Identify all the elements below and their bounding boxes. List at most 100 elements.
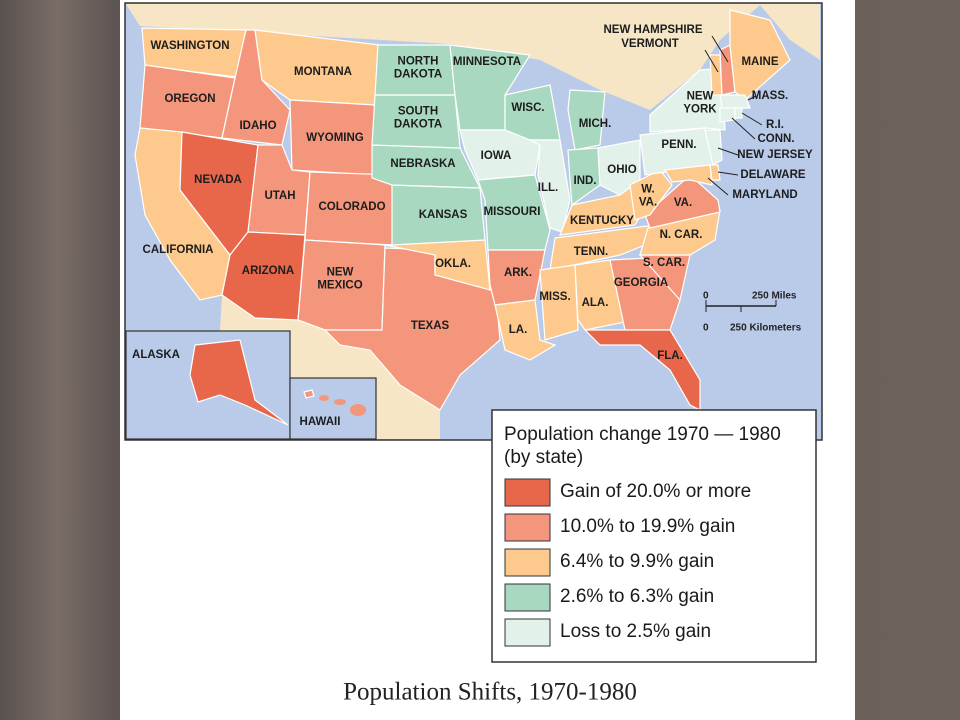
state-label: COLORADO bbox=[318, 201, 385, 213]
state-label: NEW bbox=[327, 267, 354, 279]
state-label: CONN. bbox=[757, 133, 794, 145]
state bbox=[649, 67, 726, 133]
scale-label: 0 bbox=[703, 323, 709, 334]
island bbox=[334, 399, 346, 405]
legend: Population change 1970 — 1980 (by state)… bbox=[491, 409, 817, 663]
state-label: ALA. bbox=[582, 297, 609, 309]
state-label: MINNESOTA bbox=[453, 56, 521, 68]
state-label: NEW HAMPSHIRE bbox=[603, 24, 702, 36]
state bbox=[141, 27, 251, 79]
state-label: ALASKA bbox=[132, 349, 180, 361]
state-label: ARK. bbox=[504, 267, 532, 279]
state-label: DELAWARE bbox=[740, 169, 806, 181]
state-label: OHIO bbox=[607, 164, 636, 176]
state-label: VA. bbox=[674, 197, 692, 209]
state-label: IND. bbox=[574, 175, 597, 187]
scale-label: 250 Kilometers bbox=[730, 323, 802, 334]
scale-bar: 0 250 Miles 0 250 Kilometers bbox=[703, 291, 802, 334]
state-label: DAKOTA bbox=[394, 69, 442, 81]
state-label: ARIZONA bbox=[242, 265, 294, 277]
states bbox=[134, 9, 791, 426]
state-label: CALIFORNIA bbox=[143, 244, 214, 256]
legend-label: Loss to 2.5% gain bbox=[560, 621, 711, 642]
state-label: MISSOURI bbox=[484, 206, 541, 218]
legend-swatch bbox=[504, 513, 551, 542]
state bbox=[719, 107, 736, 123]
legend-subtitle: (by state) bbox=[504, 447, 583, 468]
state-label: VERMONT bbox=[621, 38, 679, 50]
state-label: MEXICO bbox=[317, 280, 362, 292]
state-label: WISC. bbox=[511, 102, 544, 114]
state-label: S. CAR. bbox=[643, 257, 685, 269]
legend-title: Population change 1970 — 1980 bbox=[504, 424, 781, 445]
state-label: OREGON bbox=[164, 93, 215, 105]
state bbox=[664, 164, 713, 186]
legend-label: 2.6% to 6.3% gain bbox=[560, 586, 714, 607]
leader-line bbox=[704, 49, 719, 73]
state-label: MASS. bbox=[752, 90, 788, 102]
state bbox=[529, 139, 571, 233]
state-label: SOUTH bbox=[398, 106, 438, 118]
caption: Population Shifts, 1970-1980 bbox=[343, 679, 637, 706]
state-label: NEBRASKA bbox=[390, 158, 455, 170]
state bbox=[734, 107, 743, 119]
legend-swatch bbox=[504, 478, 551, 507]
state-label: MISS. bbox=[539, 291, 570, 303]
state-label: MONTANA bbox=[294, 66, 352, 78]
legend-label: 10.0% to 19.9% gain bbox=[560, 516, 735, 537]
state-label: MARYLAND bbox=[732, 189, 797, 201]
legend-label: 6.4% to 9.9% gain bbox=[560, 551, 714, 572]
state-label: KENTUCKY bbox=[570, 215, 634, 227]
legend-items: Gain of 20.0% or more 10.0% to 19.9% gain… bbox=[504, 478, 751, 647]
state-label: NEW bbox=[687, 91, 714, 103]
state bbox=[644, 174, 721, 229]
state-label: N. CAR. bbox=[660, 229, 703, 241]
state-label: IOWA bbox=[481, 150, 512, 162]
state-label: YORK bbox=[683, 104, 717, 116]
state bbox=[539, 264, 579, 341]
state-label: MICH. bbox=[579, 118, 612, 130]
leader-line bbox=[717, 147, 739, 156]
state-label: TEXAS bbox=[411, 320, 450, 332]
state bbox=[303, 389, 315, 399]
legend-swatch bbox=[504, 548, 551, 577]
state-label: GEORGIA bbox=[614, 277, 668, 289]
leader-line bbox=[711, 35, 729, 63]
state-label: WASHINGTON bbox=[150, 40, 229, 52]
leader-line bbox=[731, 117, 756, 140]
state bbox=[609, 257, 681, 331]
state-label: HAWAII bbox=[300, 416, 341, 428]
state bbox=[704, 129, 723, 166]
state-label: WYOMING bbox=[306, 132, 364, 144]
state-label: NORTH bbox=[398, 56, 439, 68]
island bbox=[350, 404, 366, 416]
state-label: MAINE bbox=[741, 56, 778, 68]
state-label: OKLA. bbox=[435, 258, 471, 270]
state bbox=[574, 259, 626, 331]
state-label: KANSAS bbox=[419, 209, 468, 221]
legend-swatch bbox=[504, 618, 551, 647]
state-label: NEVADA bbox=[194, 174, 242, 186]
scale-label: 250 Miles bbox=[752, 291, 797, 302]
state bbox=[494, 299, 557, 361]
state-label: DAKOTA bbox=[394, 119, 442, 131]
state-label: ILL. bbox=[538, 182, 558, 194]
state-label: NEW JERSEY bbox=[737, 149, 813, 161]
state-label: TENN. bbox=[574, 246, 609, 258]
state-label: IDAHO bbox=[239, 120, 276, 132]
state-label: UTAH bbox=[264, 190, 295, 202]
leader-line bbox=[707, 177, 729, 196]
leader-line bbox=[747, 95, 757, 101]
island bbox=[319, 395, 329, 401]
canada bbox=[126, 4, 820, 110]
state-label: W. bbox=[641, 184, 654, 196]
state bbox=[583, 329, 701, 411]
leader-line bbox=[741, 112, 763, 126]
state bbox=[719, 94, 751, 109]
state-label: PENN. bbox=[661, 139, 696, 151]
state bbox=[567, 89, 606, 151]
legend-swatch bbox=[504, 583, 551, 612]
scale-label: 0 bbox=[703, 291, 709, 302]
